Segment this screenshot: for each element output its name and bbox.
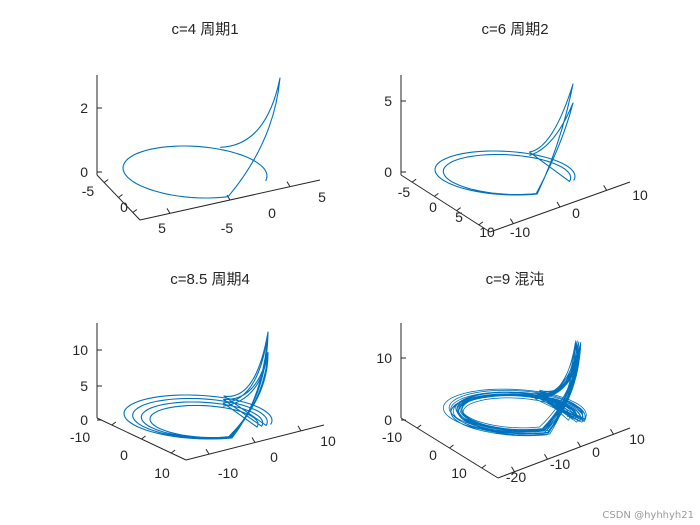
y-tick-mark — [577, 441, 581, 448]
x-tick-mark — [111, 421, 117, 426]
x-tick-mark — [449, 444, 454, 449]
y-tick-label: 0 — [268, 205, 276, 221]
y-tick-mark — [610, 428, 614, 435]
attractor-trajectory — [442, 340, 587, 437]
x-tick-label: 0 — [429, 199, 437, 215]
y-tick-label: 10 — [629, 431, 645, 447]
y-tick-mark — [251, 437, 256, 443]
y-tick-label: 10 — [320, 433, 336, 449]
x-tick-mark — [416, 424, 422, 429]
z-tick-label: 0 — [80, 164, 88, 180]
x-tick-label: 5 — [455, 209, 463, 225]
z-tick-label: 5 — [80, 378, 88, 394]
x-tick-label: 0 — [429, 447, 437, 463]
x-tick-label: 5 — [158, 220, 166, 236]
y-tick-label: 0 — [572, 205, 580, 221]
z-tick-label: 2 — [80, 100, 88, 116]
x-tick-mark — [411, 178, 417, 183]
x-tick-mark — [141, 435, 146, 440]
y-tick-label: -20 — [506, 469, 526, 485]
subplot-1: c=4 周期1 0 2 -5 0 5 -5 0 5 — [80, 21, 326, 236]
x-tick-label: -10 — [70, 429, 90, 445]
subplot-title: c=8.5 周期4 — [170, 271, 250, 288]
x-tick-mark — [481, 464, 487, 469]
x-tick-mark — [170, 449, 176, 454]
y-tick-mark — [511, 466, 515, 473]
subplot-2: c=6 周期2 0 5 -5 0 5 10 -10 0 10 — [384, 21, 648, 240]
y-tick-mark — [297, 425, 302, 432]
y-tick-label: 5 — [318, 189, 326, 205]
z-tick-label: 0 — [384, 412, 392, 428]
x-tick-label: 10 — [479, 224, 495, 240]
z-tick-label: 10 — [72, 342, 88, 358]
x-tick-mark — [103, 179, 109, 183]
x-tick-mark — [118, 194, 123, 198]
subplot-title: c=4 周期1 — [171, 21, 238, 38]
x-tick-label: 10 — [451, 465, 467, 481]
y-tick-label: 0 — [270, 449, 278, 465]
attractor-trajectory — [122, 77, 281, 199]
y-tick-label: -10 — [510, 224, 530, 240]
x-tick-mark — [132, 209, 138, 213]
x-tick-label: 0 — [120, 199, 128, 215]
x-axis-line — [400, 174, 491, 233]
x-tick-label: -5 — [398, 184, 411, 200]
z-tick-label: 0 — [80, 412, 88, 428]
y-tick-mark — [556, 201, 561, 208]
y-tick-label: -10 — [218, 465, 238, 481]
y-tick-label: -10 — [550, 456, 570, 472]
subplot-title: c=6 周期2 — [481, 21, 548, 38]
attractor-trajectory — [434, 83, 576, 196]
y-tick-mark — [544, 453, 548, 460]
y-tick-mark — [205, 448, 210, 455]
attractor-trajectory — [123, 331, 273, 440]
y-tick-mark — [226, 194, 231, 201]
watermark: CSDN @hyhhyh21 — [602, 510, 694, 521]
y-tick-mark — [603, 185, 608, 191]
y-tick-mark — [509, 218, 514, 224]
x-tick-label: -5 — [82, 183, 95, 199]
x-tick-mark — [478, 221, 484, 226]
z-tick-label: 10 — [376, 350, 392, 366]
subplot-title: c=9 混沌 — [486, 271, 545, 288]
y-tick-label: 10 — [632, 187, 648, 203]
y-tick-mark — [286, 181, 291, 187]
y-tick-label: 0 — [592, 444, 600, 460]
y-tick-label: -5 — [221, 220, 234, 236]
y-tick-mark — [166, 208, 171, 214]
x-tick-label: 0 — [120, 447, 128, 463]
x-tick-label: 10 — [154, 465, 170, 481]
z-tick-label: 5 — [384, 93, 392, 109]
y-axis-line — [497, 427, 631, 479]
z-tick-label: 0 — [384, 164, 392, 180]
x-tick-mark — [456, 207, 461, 212]
x-tick-mark — [434, 192, 439, 197]
x-tick-label: -10 — [382, 429, 402, 445]
